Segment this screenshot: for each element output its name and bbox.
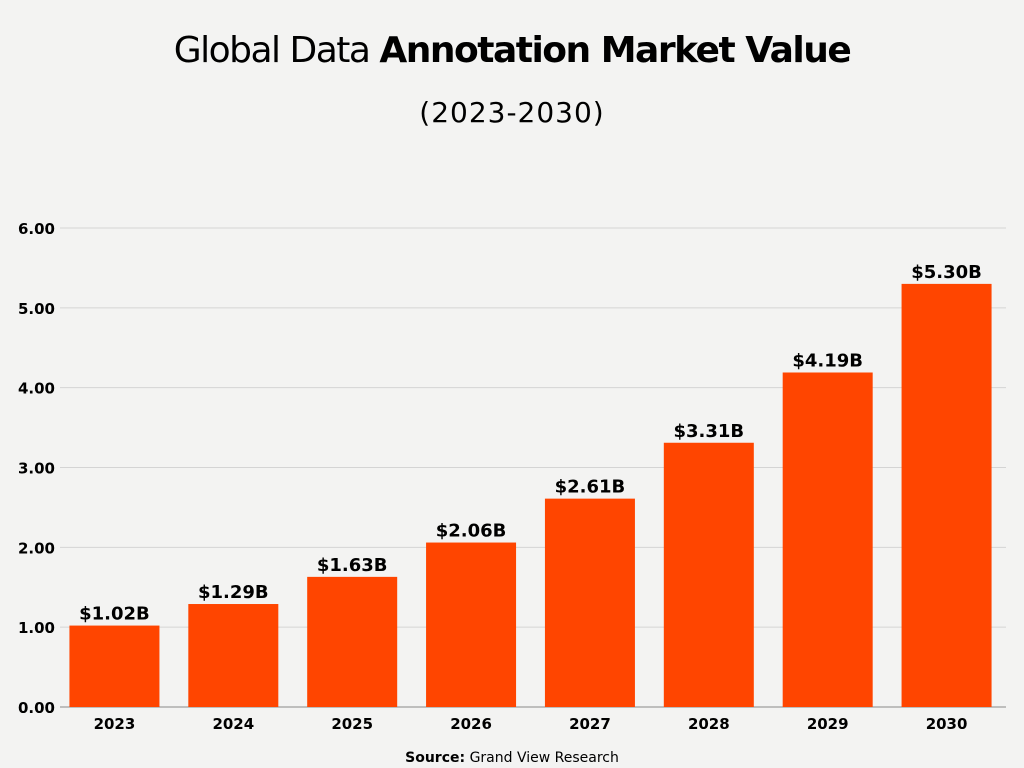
y-tick-label: 3.00: [18, 460, 55, 478]
data-label: $1.63B: [317, 555, 388, 576]
bar-2028: [663, 442, 754, 707]
data-label: $5.30B: [911, 262, 982, 283]
chart-title: Global Data Annotation Market Value: [0, 30, 1024, 71]
x-tick-label: 2023: [94, 715, 136, 733]
x-tick-label: 2030: [926, 715, 968, 733]
source-text: Grand View Research: [469, 750, 619, 766]
bar-2030: [901, 283, 992, 707]
y-tick-label: 2.00: [18, 539, 55, 557]
chart-subtitle: (2023-2030): [419, 96, 605, 129]
data-label: $2.06B: [436, 521, 507, 542]
y-tick-label: 4.00: [18, 380, 55, 398]
source-label: Source:: [405, 750, 466, 766]
y-tick-label: 5.00: [18, 300, 55, 318]
bar-2023: [69, 625, 160, 707]
bar-2029: [782, 372, 873, 707]
data-label: $3.31B: [673, 421, 744, 442]
bar-2027: [544, 498, 635, 707]
x-tick-label: 2029: [807, 715, 849, 733]
data-label: $4.19B: [792, 350, 863, 371]
title-light: Global Data: [173, 30, 371, 71]
x-tick-label: 2027: [569, 715, 611, 733]
title-bold: Annotation Market Value: [379, 30, 851, 71]
bar-2025: [307, 576, 398, 707]
x-tick-label: 2024: [212, 715, 254, 733]
y-tick-label: 6.00: [18, 220, 55, 238]
data-label: $2.61B: [555, 477, 626, 498]
bar-2026: [426, 542, 517, 707]
data-label: $1.02B: [79, 604, 150, 625]
x-tick-label: 2025: [331, 715, 373, 733]
y-tick-label: 0.00: [18, 699, 55, 717]
x-tick-label: 2026: [450, 715, 492, 733]
source-note: Source: Grand View Research: [0, 750, 1024, 766]
bar-2024: [188, 604, 279, 707]
y-tick-label: 1.00: [18, 619, 55, 637]
data-label: $1.29B: [198, 582, 269, 603]
x-tick-label: 2028: [688, 715, 730, 733]
